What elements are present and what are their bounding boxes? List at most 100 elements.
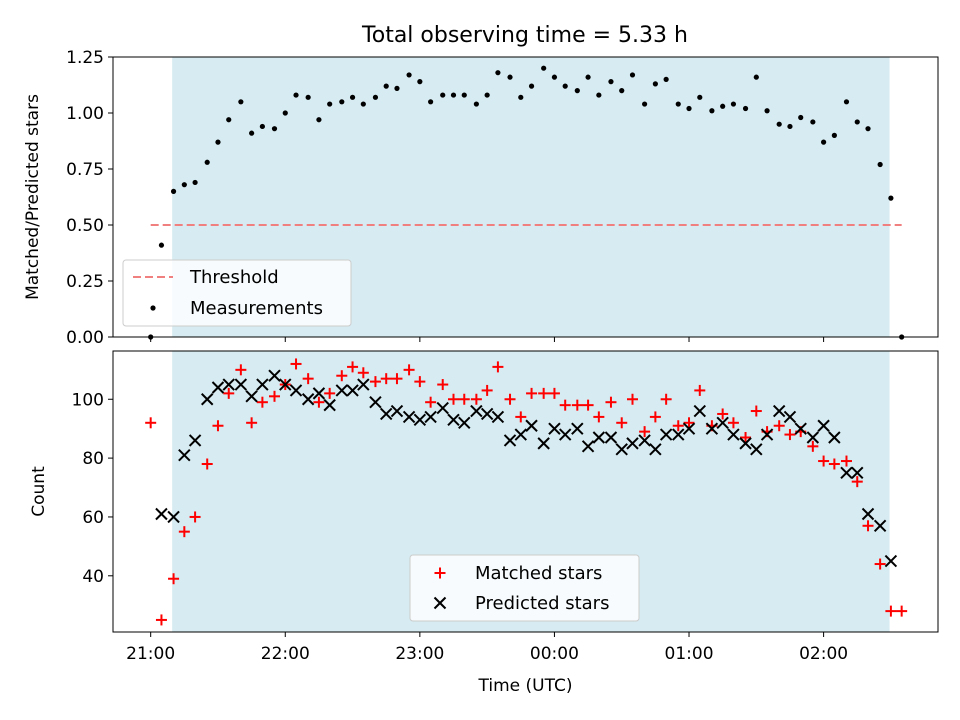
predicted-star-point [289,384,303,397]
matched-star-point [246,417,258,429]
matched-star-point [515,411,527,423]
matched-star-point [235,364,247,376]
matched-star-point [649,411,661,423]
measurement-point [215,139,221,145]
predicted-star-point [739,437,752,450]
measurement-point [686,105,692,112]
measurement-point [551,74,558,80]
matched-star-point [717,408,729,420]
legend-measurement-label: Measurements [190,298,323,319]
predicted-star-point [592,431,606,444]
matched-star-point [593,411,605,423]
matched-star-point [380,373,392,385]
top-legend: Threshold Measurements [122,259,352,327]
predicted-star-point [178,448,191,462]
y-tick-label: 100 [72,390,104,410]
predicted-star-point [626,437,639,450]
legend-measurement-swatch [150,305,156,311]
measurement-point [383,83,389,89]
legend-threshold-label: Threshold [189,267,279,288]
matched-star-point [862,520,874,532]
matched-star-point [470,393,482,405]
legend-predicted-swatch [433,596,447,610]
measurement-point [562,83,568,89]
measurement-point [652,81,658,87]
predicted-star-point [783,410,797,424]
measurement-point [865,126,871,132]
predicted-star-point [649,443,662,456]
predicted-star-point [470,404,483,418]
matched-star-point [582,399,594,411]
matched-star-point [896,605,908,617]
matched-star-point [256,396,268,408]
measurement-point [642,101,648,107]
x-tick-label: 02:00 [799,644,848,664]
predicted-star-point [402,410,416,424]
measurement-point [226,117,232,123]
measurement-point [271,126,278,132]
y-tick-label: 0.50 [66,216,104,236]
predicted-star-point [188,434,202,447]
matched-star-point [155,614,167,626]
legend-predicted-label: Predicted stars [475,593,609,614]
matched-star-point [178,526,190,538]
matched-star-point [874,558,886,570]
matched-star-point [660,393,672,405]
measurement-point [821,139,827,145]
measurement-point [787,123,793,130]
matched-star-point [851,476,863,488]
predicted-star-point [312,387,326,400]
measurement-point [541,65,547,71]
predicted-star-point [705,422,719,435]
predicted-star-point [346,384,359,397]
measurement-point [372,94,379,100]
x-tick-label: 00:00 [530,644,579,664]
predicted-star-point [458,416,471,430]
predicted-star-point [537,437,550,450]
top-y-axis-label: Matched/Predicted stars [23,94,43,300]
measurement-point [764,108,770,114]
matched-star-point [694,384,706,396]
measurement-point [339,99,345,105]
y-tick-label: 60 [82,508,104,528]
predicted-star-point [256,378,269,391]
predicted-star-point [234,378,248,391]
predicted-star-point [167,510,180,524]
measurement-point [305,94,311,100]
matched-star-point [145,417,157,429]
measurement-point [484,92,490,98]
measurement-point [709,108,715,114]
matched-star-point [189,511,201,523]
predicted-star-point [772,404,786,418]
measurement-point [204,159,210,165]
x-tick-label: 23:00 [395,644,444,664]
measurement-point [675,101,681,107]
measurement-point [327,101,333,107]
matched-star-point [168,573,180,585]
bottom-y-axis-label: Count [29,466,49,517]
matched-star-point [672,420,684,432]
measurement-point [450,92,457,98]
bottom-legend: Matched stars Predicted stars [409,554,640,622]
top-plot-frame [112,56,939,338]
matched-star-point [727,417,739,429]
measurement-point [730,101,737,107]
measurement-point [181,182,187,188]
measurement-point [316,117,322,123]
measurement-point [528,83,535,89]
matched-star-point [414,376,426,388]
predicted-star-point [379,407,393,421]
predicted-star-point [436,401,449,415]
predicted-star-point [817,419,830,432]
measurement-point [596,92,602,98]
measurement-point [518,94,524,100]
matched-star-point [526,387,538,399]
predicted-star-point [503,434,517,447]
bottom-plot-frame [112,350,939,633]
predicted-star-point [851,466,864,480]
predicted-star-point [828,431,841,444]
predicted-star-point [693,404,706,418]
matched-star-point [290,358,302,370]
matched-star-point [885,605,897,617]
